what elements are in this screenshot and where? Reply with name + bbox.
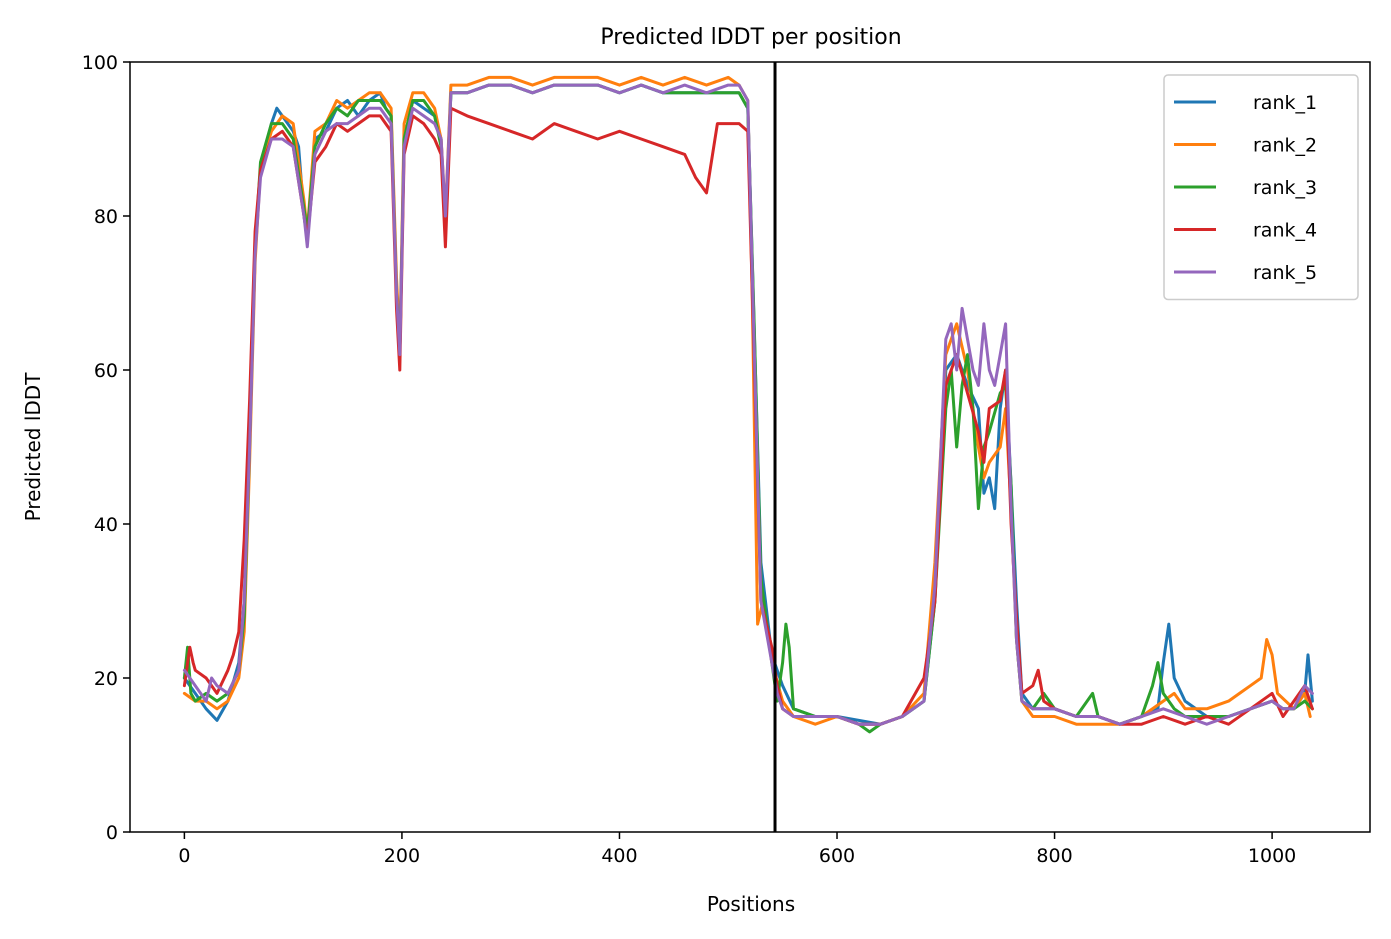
- x-tick-label: 600: [819, 845, 855, 867]
- legend-label: rank_1: [1253, 92, 1317, 114]
- legend-label: rank_4: [1253, 220, 1317, 242]
- x-tick-label: 1000: [1248, 845, 1296, 867]
- y-tick-label: 40: [94, 514, 118, 536]
- legend-box: [1163, 74, 1359, 301]
- x-axis-label: Positions: [707, 892, 795, 916]
- legend-label: rank_5: [1253, 262, 1317, 284]
- x-tick-label: 0: [178, 845, 190, 867]
- legend-label: rank_2: [1253, 135, 1317, 157]
- y-tick-label: 20: [94, 668, 118, 690]
- x-tick-label: 800: [1036, 845, 1072, 867]
- x-tick-label: 200: [384, 845, 420, 867]
- x-tick-label: 400: [601, 845, 637, 867]
- chart-title: Predicted lDDT per position: [600, 25, 901, 50]
- y-tick-label: 0: [106, 822, 118, 844]
- y-tick-label: 60: [94, 360, 118, 382]
- y-axis-label: Predicted lDDT: [21, 372, 45, 522]
- series-layer: [182, 75, 1314, 734]
- y-axis-ticks: 0 20 40 60 80 100: [82, 52, 130, 844]
- x-axis-ticks: 0 200 400 600 800 1000: [178, 832, 1296, 867]
- plot-frame: [129, 61, 1371, 833]
- legend-label: rank_3: [1253, 177, 1317, 199]
- y-tick-label: 100: [82, 52, 118, 74]
- series-line-rank-5: [182, 83, 1314, 726]
- legend: rank_1 rank_2 rank_3 rank_4 rank_5: [1163, 74, 1359, 301]
- y-tick-label: 80: [94, 206, 118, 228]
